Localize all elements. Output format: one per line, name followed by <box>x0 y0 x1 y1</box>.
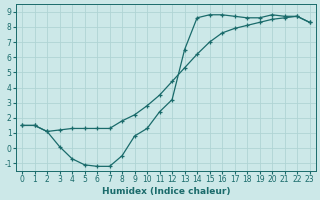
X-axis label: Humidex (Indice chaleur): Humidex (Indice chaleur) <box>101 187 230 196</box>
